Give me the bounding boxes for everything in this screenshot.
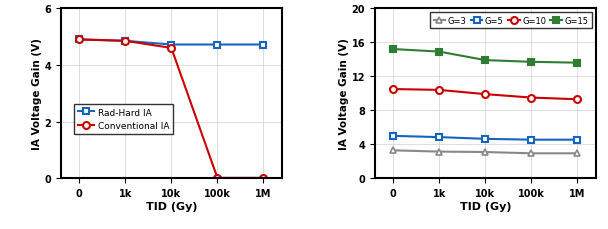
X-axis label: TID (Gy): TID (Gy) [460,201,511,211]
G=3 [482,151,489,154]
Line: G=3: G=3 [390,147,581,157]
G=5 [390,135,397,138]
Line: G=15: G=15 [390,46,581,67]
Legend: Rad-Hard IA, Conventional IA: Rad-Hard IA, Conventional IA [74,104,173,134]
G=5 [435,136,443,139]
G=10 [390,88,397,91]
G=10 [435,89,443,92]
Rad-Hard IA [260,44,267,47]
Conventional IA [168,47,175,50]
G=3 [390,149,397,152]
Rad-Hard IA [214,44,221,47]
Line: Rad-Hard IA: Rad-Hard IA [76,37,267,49]
Legend: G=3, G=5, G=10, G=15: G=3, G=5, G=10, G=15 [430,13,592,29]
G=5 [574,139,581,142]
Conventional IA [75,39,83,42]
G=15 [390,49,397,51]
G=10 [574,98,581,101]
G=15 [528,61,535,64]
Y-axis label: IA Voltage Gain (V): IA Voltage Gain (V) [32,38,41,150]
Conventional IA [122,40,129,43]
Y-axis label: IA Voltage Gain (V): IA Voltage Gain (V) [339,38,349,150]
Rad-Hard IA [75,39,83,42]
Conventional IA [260,177,267,180]
G=15 [482,60,489,62]
G=3 [435,150,443,153]
G=10 [528,97,535,99]
Line: G=5: G=5 [390,133,581,144]
Line: G=10: G=10 [390,86,581,103]
G=3 [574,152,581,155]
X-axis label: TID (Gy): TID (Gy) [145,201,197,211]
Rad-Hard IA [168,44,175,47]
Rad-Hard IA [122,40,129,43]
G=5 [528,139,535,142]
G=3 [528,152,535,155]
Conventional IA [214,177,221,180]
G=10 [482,93,489,96]
G=5 [482,138,489,141]
G=15 [574,62,581,65]
G=15 [435,51,443,54]
Line: Conventional IA: Conventional IA [76,37,267,182]
